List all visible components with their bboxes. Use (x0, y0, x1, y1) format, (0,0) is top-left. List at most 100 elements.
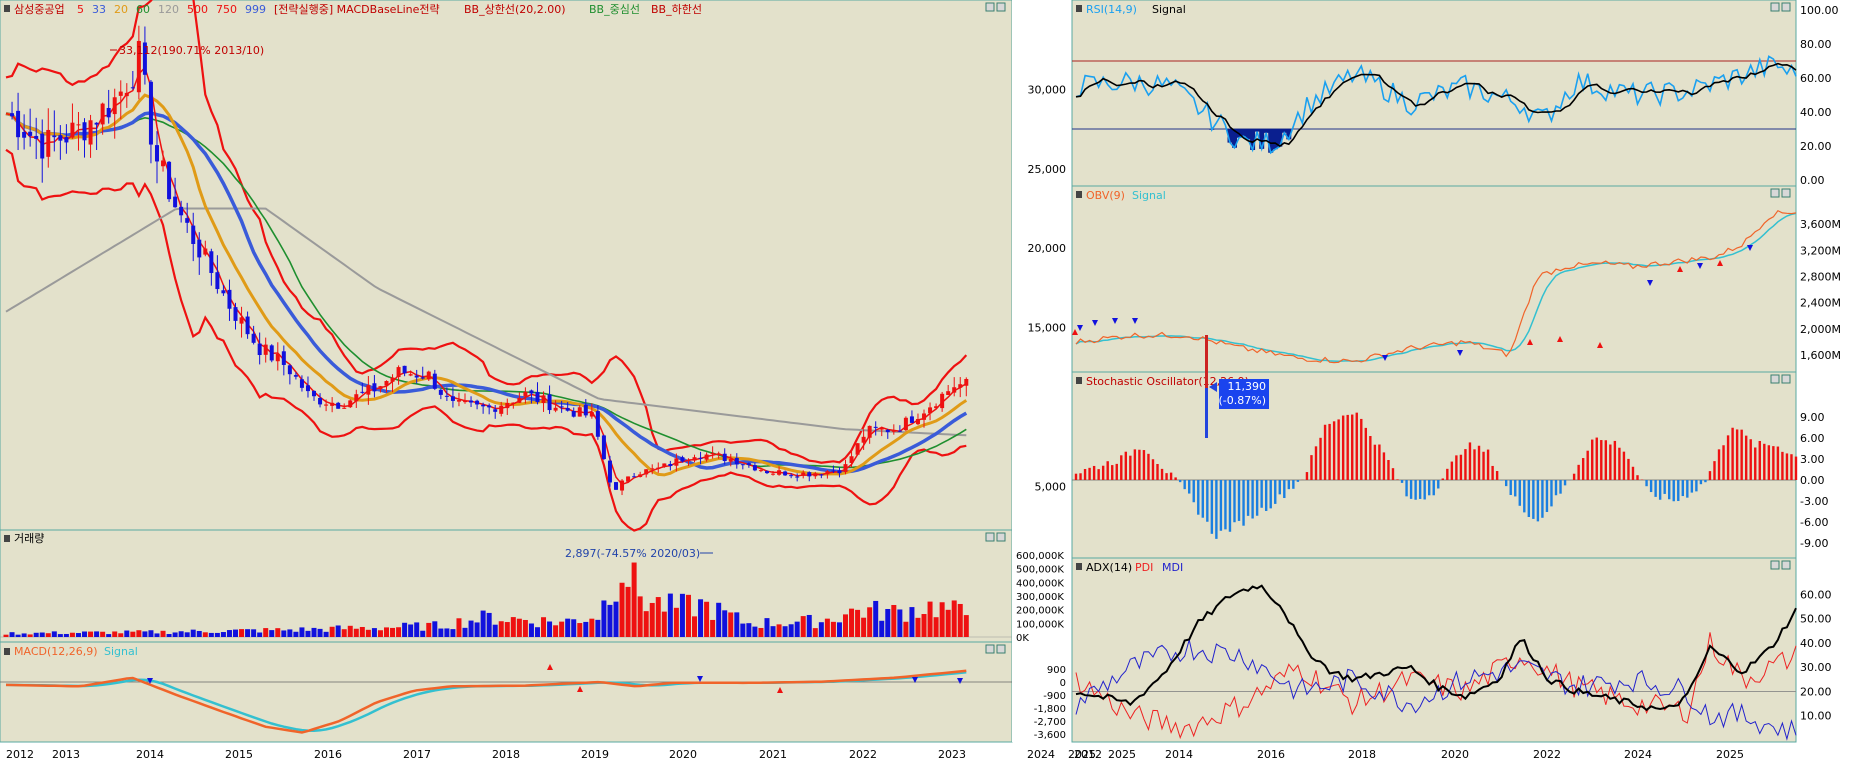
volume-bar (559, 622, 564, 637)
stochastic-bar (1795, 457, 1797, 480)
volume-bar (161, 631, 166, 637)
x-axis-label: 2018 (492, 748, 520, 761)
volume-bar (861, 618, 866, 637)
stochastic-bar (1668, 480, 1670, 499)
candle (825, 471, 829, 474)
x-axis-label: 2017 (403, 748, 431, 761)
candle (76, 124, 80, 125)
candle (354, 394, 358, 401)
volume-bar (281, 630, 286, 637)
right-x-axis-label: 2016 (1257, 748, 1285, 761)
candle (499, 406, 503, 414)
volume-bar (789, 624, 794, 637)
high-label: 33,112(190.71% 2013/10) (119, 44, 264, 57)
stochastic-bar (1165, 473, 1167, 480)
legend-marker (4, 5, 10, 12)
price-legend-item: 33 (92, 3, 106, 16)
stochastic-bar (1306, 472, 1308, 480)
price-legend-item: 5 (77, 3, 84, 16)
candle (747, 463, 751, 465)
volume-bar (251, 629, 256, 637)
candle (246, 317, 250, 335)
stochastic-bar (1731, 428, 1733, 480)
volume-bar (915, 618, 920, 637)
volume-bar (855, 610, 860, 637)
candle (819, 474, 823, 475)
rsi-y-tick: 0.00 (1800, 174, 1825, 187)
rsi-panel[interactable] (1072, 0, 1796, 186)
stochastic-bar (1550, 480, 1552, 506)
candle (554, 408, 558, 411)
volume-bar (613, 602, 618, 637)
volume-bar (909, 607, 914, 637)
stochastic-bar (1337, 419, 1339, 480)
volume-bar (511, 617, 516, 637)
candle (348, 400, 352, 407)
volume-bar (547, 622, 552, 637)
candle (312, 391, 316, 396)
volume-bar (867, 607, 872, 637)
adx-y-tick: 60.00 (1800, 588, 1832, 601)
stochastic-bar (1682, 480, 1684, 496)
stochastic-panel[interactable] (1072, 372, 1796, 558)
stochastic-bar (1238, 480, 1240, 521)
candle (282, 351, 286, 365)
stochastic-bar (1392, 468, 1394, 480)
obv-y-tick: 1,600M (1800, 349, 1841, 362)
volume-y-tick: 0K (1016, 633, 1029, 644)
candle (240, 317, 244, 323)
volume-bar (227, 630, 232, 637)
candle (535, 392, 539, 402)
volume-bar (426, 623, 431, 637)
candle (469, 401, 473, 403)
price-range-bar-low (1205, 388, 1208, 438)
stochastic-bar (1229, 480, 1231, 532)
stochastic-bar (1297, 480, 1299, 482)
volume-bar (324, 632, 329, 637)
volume-bar (275, 628, 280, 637)
adx-y-tick: 20.00 (1800, 685, 1832, 698)
candle (203, 249, 207, 255)
stochastic-bar (1718, 449, 1720, 480)
volume-bar (390, 628, 395, 637)
stochastic-bar (1120, 455, 1122, 480)
candle (831, 471, 835, 472)
candle (221, 290, 225, 293)
candle (427, 372, 431, 380)
stochastic-bar (1134, 449, 1136, 480)
stochastic-bar (1609, 445, 1611, 480)
volume-bar (885, 609, 890, 637)
volume-bar (287, 629, 292, 637)
volume-bar (154, 633, 159, 637)
stochastic-bar (1256, 480, 1258, 516)
volume-bar (764, 618, 769, 637)
volume-bar (644, 611, 649, 637)
right-x-axis-label: 2022 (1533, 748, 1561, 761)
stochastic-bar (1414, 480, 1416, 500)
volume-bar (142, 631, 147, 637)
volume-bar (819, 622, 824, 637)
volume-bar (752, 627, 757, 637)
obv-panel[interactable] (1072, 186, 1796, 372)
volume-bar (239, 629, 244, 637)
stochastic-bar (1451, 462, 1453, 480)
candle (686, 460, 690, 461)
macd-y-tick: -1,800 (1034, 704, 1066, 715)
stochastic-bar (1763, 444, 1765, 480)
volume-bar (595, 620, 600, 637)
stochastic-bar (1433, 480, 1435, 495)
macd-panel[interactable] (0, 642, 1012, 742)
volume-bar (958, 604, 963, 637)
candle (668, 464, 672, 466)
volume-bar (318, 629, 323, 637)
volume-bar (438, 629, 443, 637)
stochastic-bar (1528, 480, 1530, 517)
stochastic-bar (1116, 464, 1118, 480)
stochastic-bar (1423, 480, 1425, 499)
candle (378, 386, 382, 389)
x-axis-label: 2023 (938, 748, 966, 761)
stochastic-bar (1270, 480, 1272, 508)
candle (578, 407, 582, 416)
stochastic-bar (1242, 480, 1244, 526)
candle (119, 92, 123, 96)
